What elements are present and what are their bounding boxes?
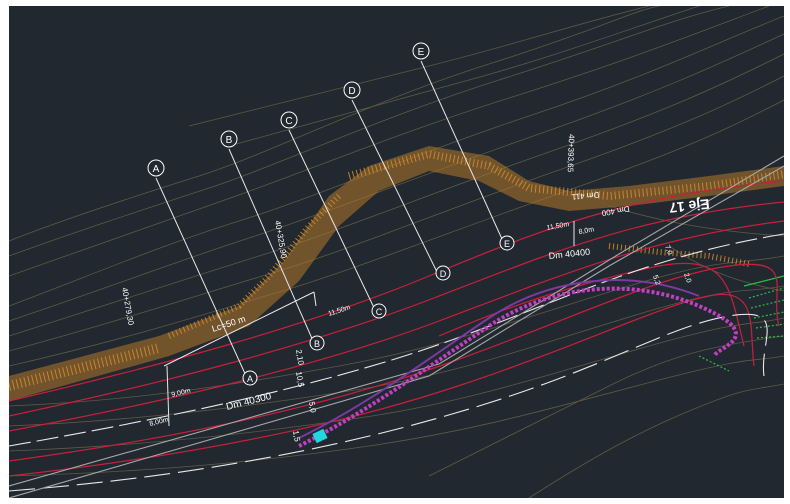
green-slope-hatch: [698, 275, 784, 372]
road-centerlines: [9, 155, 784, 498]
dim-v2: 10,5: [294, 371, 306, 388]
section-marker-c-road[interactable]: C: [371, 303, 387, 319]
section-marker-a-road[interactable]: A: [242, 370, 258, 386]
marker-label: A: [247, 374, 253, 384]
section-marker-e-road[interactable]: E: [499, 235, 515, 251]
dim-v6: 5,2: [651, 274, 661, 286]
marker-label: C: [376, 307, 383, 317]
marker-label: B: [314, 339, 320, 349]
section-marker-b-top[interactable]: B: [220, 130, 238, 148]
dim-v4: 1,5: [291, 430, 302, 443]
marker-label: D: [348, 86, 355, 97]
dim-v7: 2,0: [682, 272, 692, 284]
marker-label: C: [285, 116, 292, 127]
cyan-marker: [312, 428, 328, 444]
station-label-c: 40+393,65: [566, 134, 576, 173]
section-marker-e-top[interactable]: E: [412, 42, 430, 60]
cut-slope-hatch: [9, 146, 784, 401]
marker-label: D: [440, 269, 447, 279]
dim-dm2: Dm 40400: [548, 247, 590, 261]
terrain-contours: [9, 6, 784, 498]
cad-viewport[interactable]: A B C D E A: [9, 6, 784, 498]
alignment-label: Eje 17: [668, 196, 710, 216]
section-marker-d-top[interactable]: D: [343, 81, 361, 99]
section-lines: [155, 60, 575, 427]
station-label-a: 40+279,30: [120, 287, 136, 327]
marker-label: A: [153, 164, 160, 175]
marker-label: E: [418, 47, 425, 58]
dim-w3: 11,50m: [327, 304, 351, 318]
cad-drawing[interactable]: A B C D E A: [9, 6, 784, 498]
dim-w5: 8,0m: [578, 226, 595, 236]
dim-dm4: Dm 411: [571, 190, 600, 201]
dim-v3: 5,0: [307, 401, 318, 414]
dim-w4: 11,50m: [546, 221, 570, 232]
section-marker-d-road[interactable]: D: [435, 265, 451, 281]
section-marker-b-road[interactable]: B: [309, 335, 325, 351]
dim-v1: 2,10: [294, 349, 306, 366]
dim-v5: 7,0: [663, 244, 673, 256]
dim-dm1: Dm 40300: [225, 391, 273, 413]
marker-label: B: [226, 135, 233, 146]
dim-w1: 9,00m: [171, 387, 192, 399]
section-marker-c-top[interactable]: C: [280, 111, 298, 129]
section-marker-a-top[interactable]: A: [147, 159, 165, 177]
retaining-wall: [298, 279, 738, 448]
dim-w2: 8,00m: [149, 416, 170, 428]
marker-label: E: [504, 239, 510, 249]
